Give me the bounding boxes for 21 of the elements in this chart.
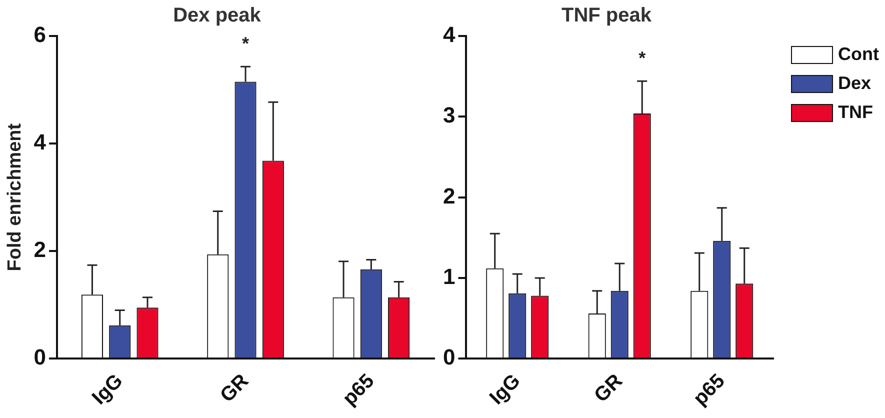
y-tick-label: 0: [34, 344, 46, 370]
y-tick-label: 2: [442, 183, 456, 208]
y-tick-label: 0: [442, 344, 456, 370]
y-tick-label: 4: [34, 130, 47, 155]
y-tick-label: 6: [34, 22, 46, 48]
chart-title: TNF peak: [561, 4, 652, 27]
y-tick-label: 3: [442, 102, 456, 128]
x-tick-label: IgG: [88, 370, 128, 410]
x-tick-label: IgG: [486, 370, 525, 410]
y-tick-label: 1: [442, 264, 456, 290]
annotation: *: [242, 34, 250, 54]
y-tick-label: 2: [34, 237, 46, 262]
x-tick-label: GR: [590, 370, 628, 407]
annotation: *: [638, 48, 646, 68]
chart-title: Dex peak: [173, 4, 262, 27]
y-tick-label: 4: [442, 22, 456, 48]
y-axis-title: Fold enrichment: [4, 122, 26, 272]
legend-label: TNF: [838, 102, 874, 123]
legend-label: Cont: [838, 44, 879, 65]
x-tick-label: GR: [216, 370, 254, 407]
legend-label: Dex: [838, 73, 872, 94]
